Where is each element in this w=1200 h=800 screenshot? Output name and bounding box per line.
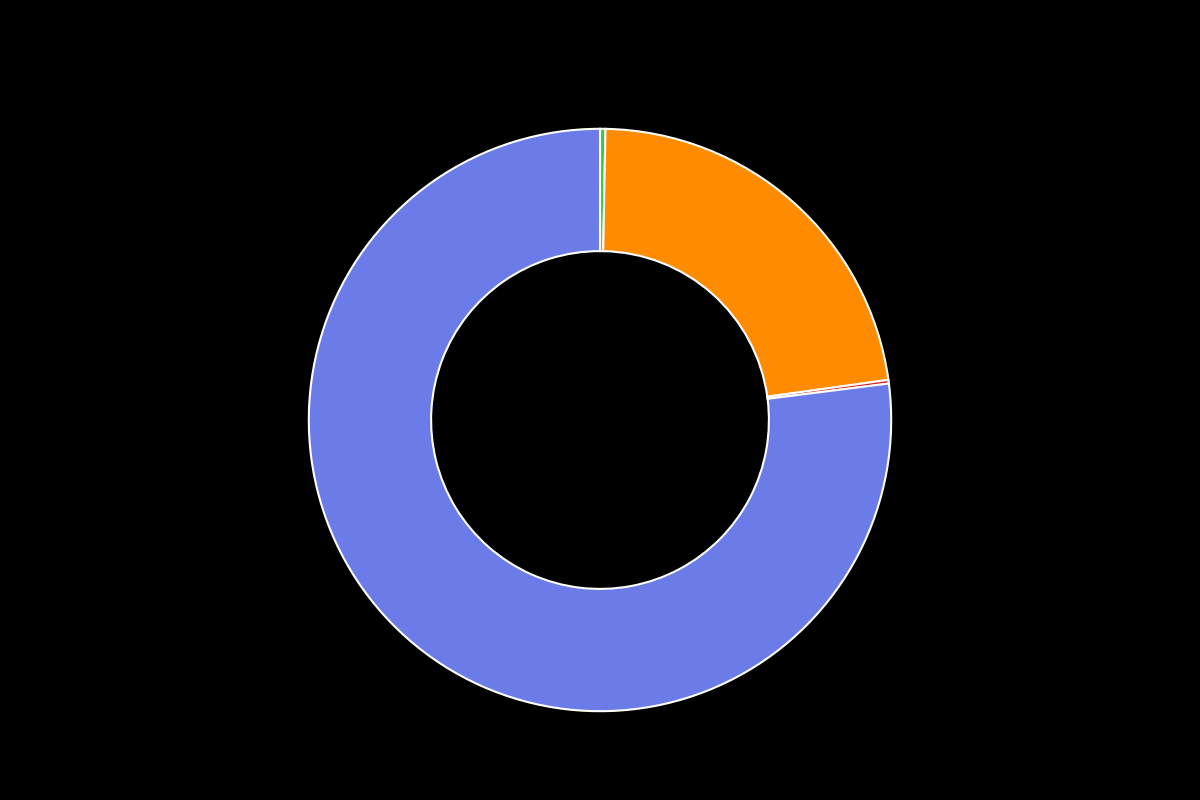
Wedge shape [600,129,606,251]
Wedge shape [767,380,889,399]
Wedge shape [308,129,892,711]
Wedge shape [604,129,888,397]
